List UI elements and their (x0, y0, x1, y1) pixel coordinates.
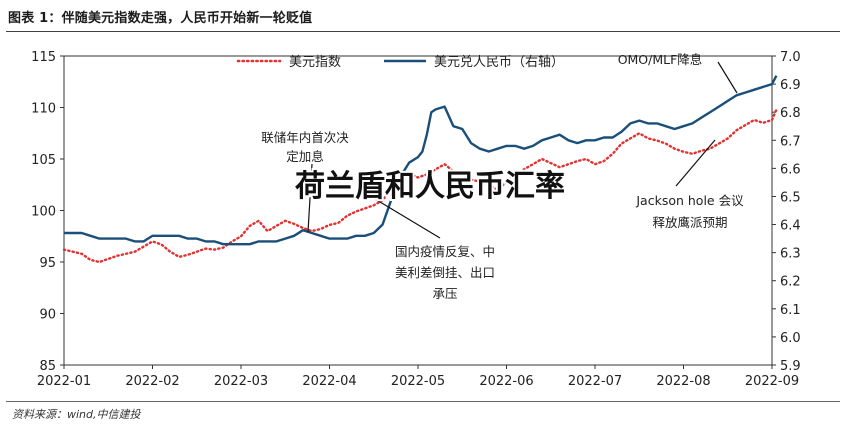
x-tick-label: 2022-07 (568, 374, 622, 389)
annotation-text: 美利差倒挂、出口 (395, 265, 495, 280)
y-right-tick-label: 6.6 (780, 162, 801, 177)
x-tick-label: 2022-06 (479, 374, 533, 389)
y-left-tick-label: 105 (31, 153, 56, 168)
series-line-usd-index (62, 108, 778, 264)
y-right-tick-label: 7.0 (780, 50, 801, 65)
series-line-usdcny (64, 75, 778, 246)
y-right-tick-label: 6.3 (780, 247, 801, 262)
y-right-tick-label: 6.8 (780, 106, 801, 121)
annotation-leader-line (717, 61, 738, 94)
annotation-leader-line (364, 192, 441, 239)
annotation-leader-line (675, 139, 716, 187)
y-right-tick-label: 5.9 (780, 359, 801, 374)
annotation-text: OMO/MLF降息 (618, 52, 703, 67)
footer-rule (6, 401, 840, 402)
y-right-tick-label: 6.2 (780, 275, 801, 290)
y-left-tick-label: 115 (31, 50, 56, 65)
figure-title: 图表 1：伴随美元指数走强，人民币开始新一轮贬值 (8, 11, 313, 26)
y-right-tick-label: 6.9 (780, 78, 801, 93)
y-left-tick-label: 85 (39, 359, 56, 374)
x-tick-label: 2022-01 (37, 374, 91, 389)
x-tick-label: 2022-09 (745, 374, 799, 389)
annotation-leader-line (307, 163, 313, 233)
source-note: 资料来源：wind,中信建投 (12, 408, 141, 421)
y-left-tick-label: 100 (31, 205, 56, 220)
annotation-text: 联储年内首次决 (261, 130, 349, 145)
y-left-tick-label: 110 (31, 102, 56, 117)
y-left-tick-label: 95 (39, 256, 56, 271)
y-right-tick-label: 6.0 (780, 331, 801, 346)
y-left-tick-label: 90 (39, 308, 56, 323)
x-tick-label: 2022-03 (214, 374, 268, 389)
annotation-text: Jackson hole 会议 (635, 193, 744, 208)
legend-label-usd-index: 美元指数 (289, 55, 341, 70)
x-tick-label: 2022-05 (391, 374, 445, 389)
title-rule (6, 31, 840, 32)
annotation-text: 定加息 (286, 149, 324, 164)
overlay-caption: 荷兰盾和人民币汇率 (295, 169, 565, 204)
x-tick-label: 2022-08 (656, 374, 710, 389)
x-tick-label: 2022-04 (302, 374, 356, 389)
legend-label-usdcny: 美元兑人民币（右轴） (434, 55, 564, 70)
annotation-text: 释放鹰派预期 (652, 215, 727, 230)
y-right-tick-label: 6.5 (780, 190, 801, 205)
y-right-tick-label: 6.7 (780, 134, 801, 149)
plot-frame (63, 55, 773, 366)
y-right-tick-label: 6.4 (780, 219, 801, 234)
y-right-tick-label: 6.1 (780, 303, 801, 318)
annotation-text: 承压 (432, 286, 457, 301)
x-tick-label: 2022-02 (125, 374, 179, 389)
annotation-text: 国内疫情反复、中 (395, 244, 495, 259)
